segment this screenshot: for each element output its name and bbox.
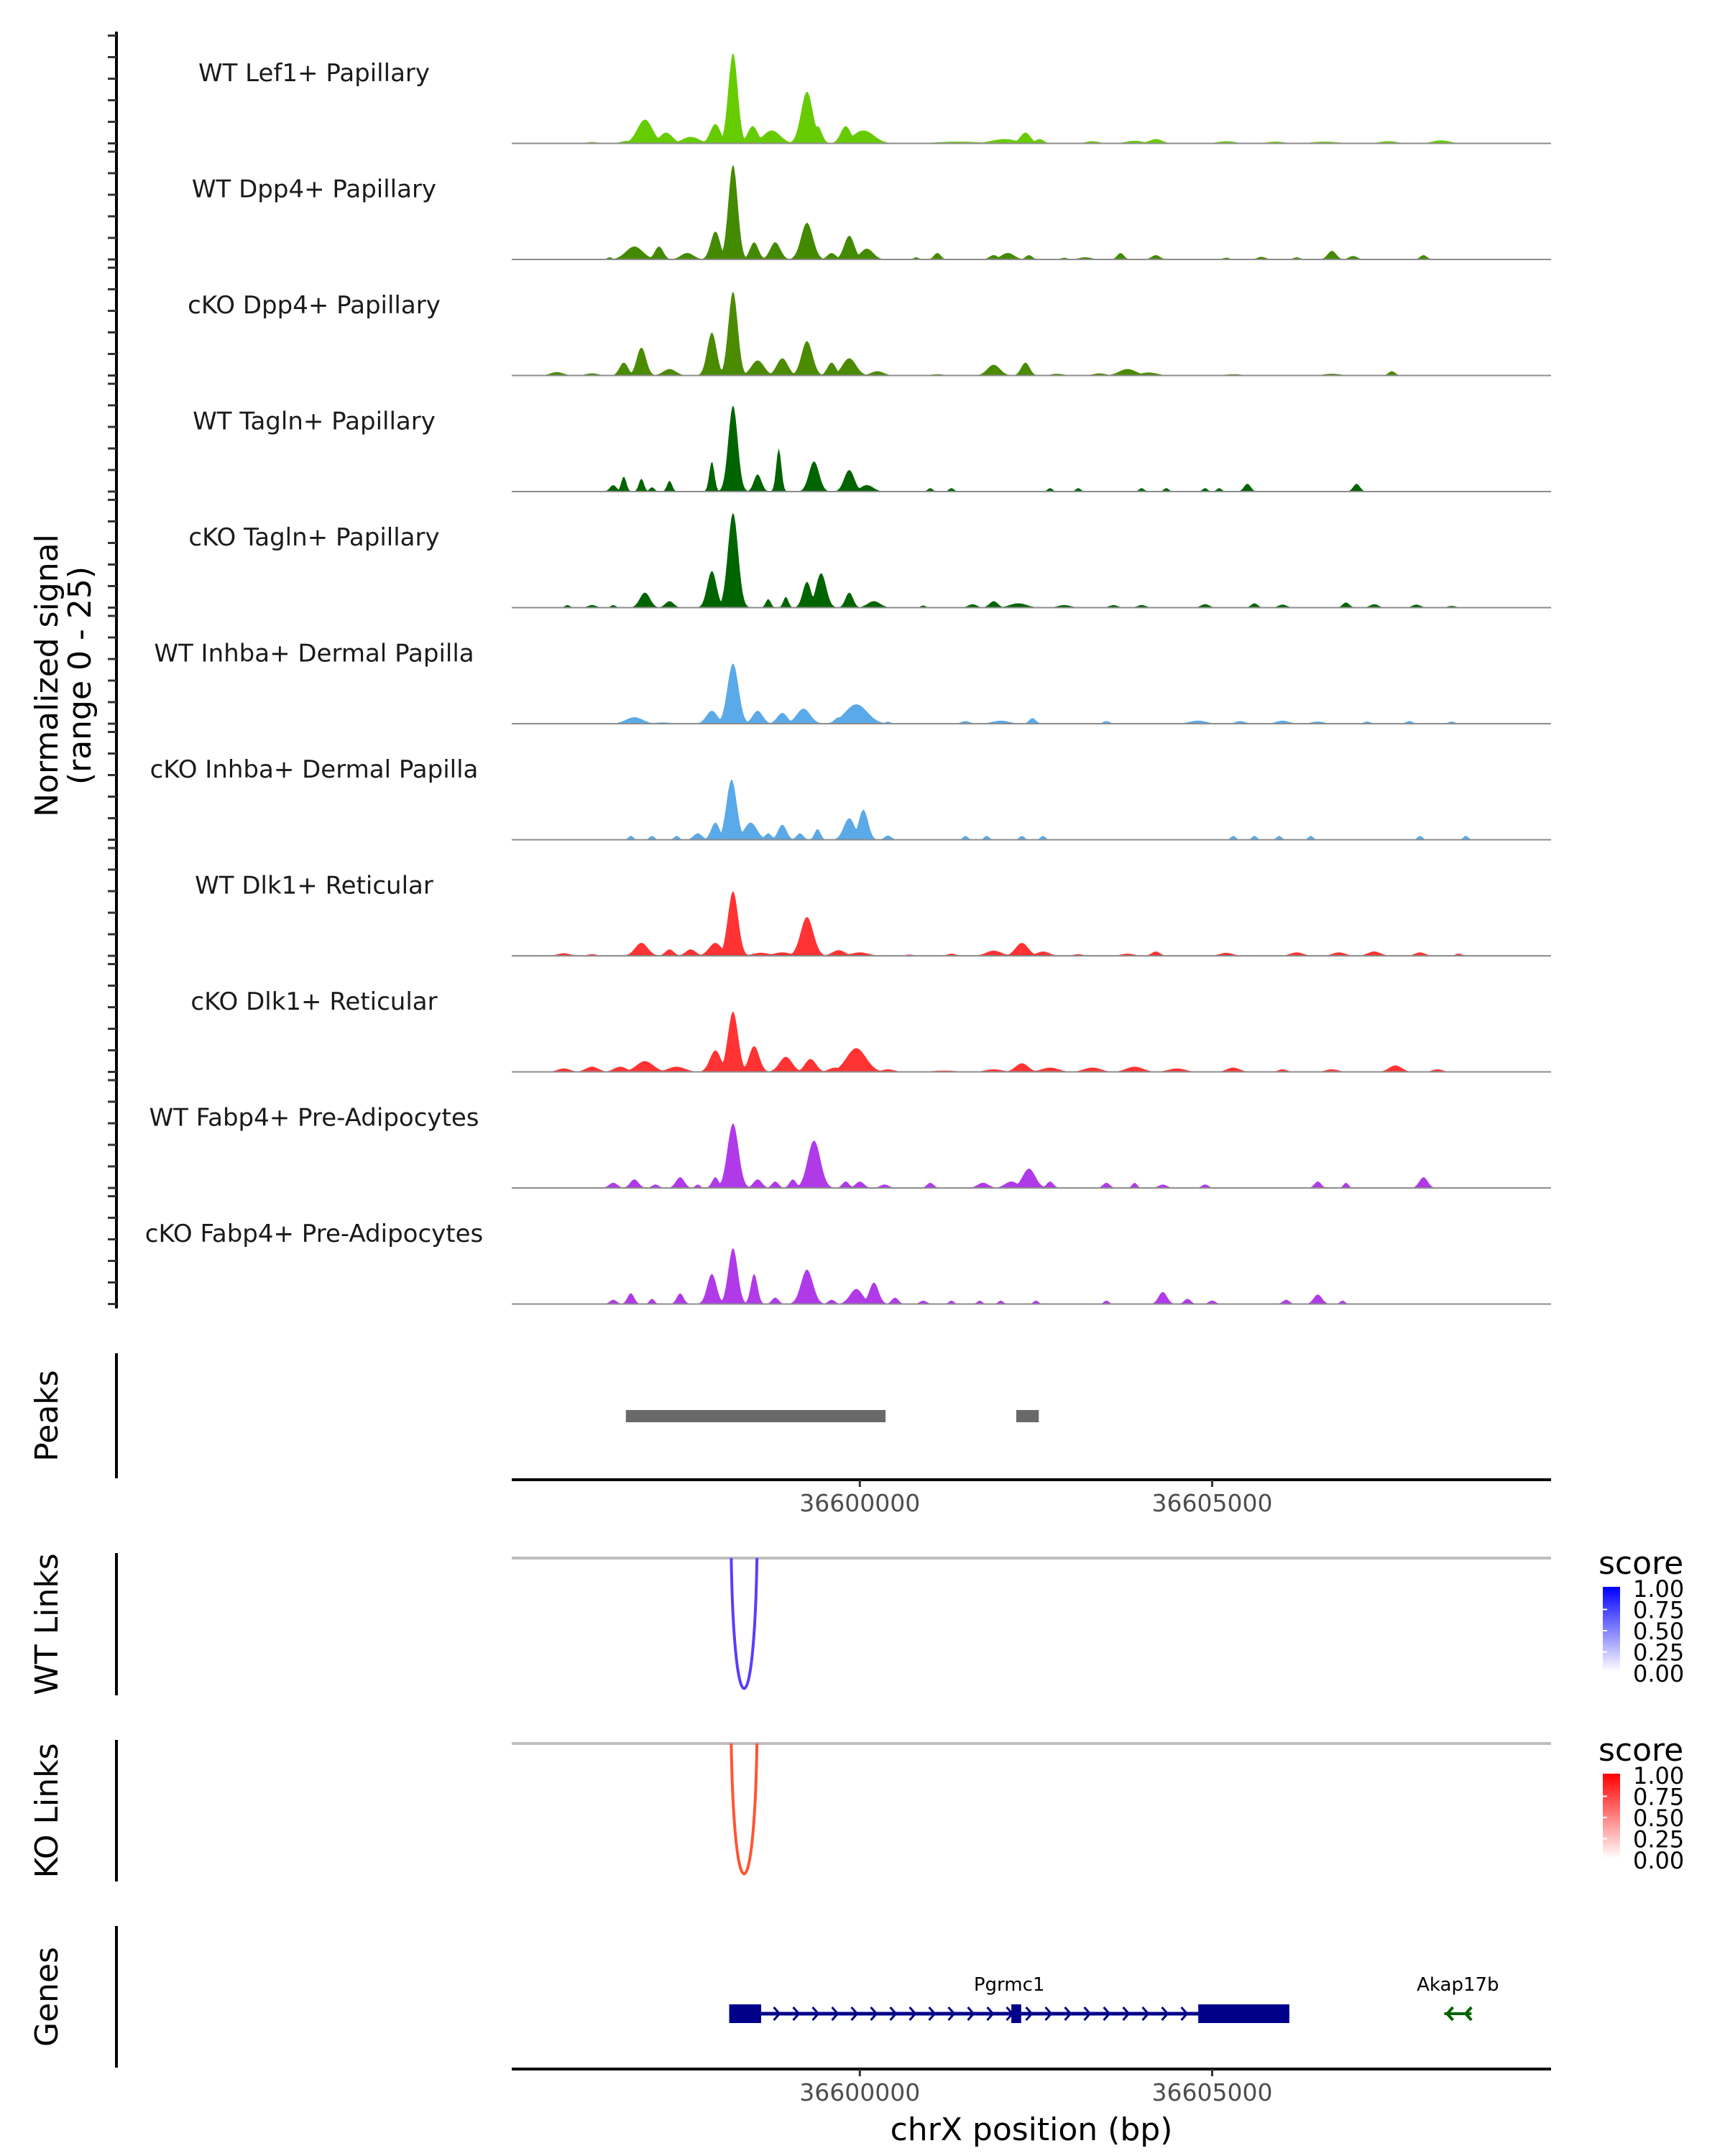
coverage-track: cKO Dpp4+ Papillary (188, 291, 1551, 377)
gene-label: Akap17b (1417, 1974, 1499, 1996)
coverage-area (512, 663, 1551, 724)
track-label: WT Dpp4+ Papillary (192, 175, 436, 203)
strand-arrow-icon (928, 2007, 937, 2021)
x-tick-label: 36605000 (1151, 2078, 1272, 2106)
track-label: WT Tagln+ Papillary (193, 407, 436, 436)
coverage-area (512, 1248, 1551, 1304)
legend-tick-label: 1.00 (1633, 1762, 1684, 1789)
legend-tick-label: 1.00 (1633, 1575, 1684, 1603)
strand-arrow-icon (1064, 2007, 1072, 2021)
coverage-track: WT Fabp4+ Pre-Adipocytes (150, 1103, 1551, 1189)
track-label: WT Fabp4+ Pre-Adipocytes (150, 1103, 479, 1132)
coverage-area (512, 53, 1551, 144)
coverage-area (512, 512, 1551, 608)
coverage-track: WT Dlk1+ Reticular (195, 871, 1551, 957)
y-axis-title-line1: Normalized signal (29, 534, 65, 817)
strand-arrow-icon (1044, 2007, 1053, 2021)
x-axis-title: chrX position (bp) (891, 2111, 1173, 2148)
strand-arrow-icon (1463, 2006, 1473, 2022)
strand-arrow-icon (831, 2007, 840, 2021)
legend-tick-label: 0.50 (1633, 1805, 1684, 1832)
legend-tick-label: 0.00 (1633, 1847, 1684, 1874)
coverage-area (512, 1011, 1551, 1072)
track-label: cKO Inhba+ Dermal Papilla (150, 755, 479, 784)
legend-tick-label: 0.25 (1633, 1639, 1684, 1667)
x-tick-label: 36600000 (799, 2078, 920, 2106)
gene-label: Pgrmc1 (974, 1974, 1045, 1996)
strand-arrow-icon (773, 2007, 781, 2021)
legend-tick-label: 0.50 (1633, 1618, 1684, 1645)
link-arc (730, 1557, 759, 1690)
strand-arrow-icon (1103, 2007, 1111, 2021)
track-label: cKO Fabp4+ Pre-Adipocytes (145, 1220, 484, 1248)
track-label: cKO Dlk1+ Reticular (190, 987, 437, 1016)
strand-arrow-icon (1180, 2007, 1189, 2021)
strand-arrow-icon (967, 2007, 975, 2021)
peaks-label: Peaks (29, 1370, 65, 1461)
legend-title: score (1598, 1732, 1683, 1769)
links-label: WT Links (29, 1553, 65, 1695)
strand-arrow-icon (1161, 2007, 1169, 2021)
legend-tick-label: 0.75 (1633, 1784, 1684, 1811)
coverage-track: cKO Fabp4+ Pre-Adipocytes (145, 1220, 1551, 1305)
coverage-track: WT Tagln+ Papillary (193, 405, 1551, 492)
coverage-y-axis (108, 32, 118, 1309)
strand-arrow-icon (1141, 2007, 1150, 2021)
legend-tick-label: 0.00 (1633, 1660, 1684, 1687)
coverage-area (512, 405, 1551, 492)
track-label: cKO Tagln+ Papillary (188, 523, 439, 552)
coverage-area (512, 165, 1551, 259)
gene: Akap17b (1417, 1974, 1499, 2022)
strand-arrow-icon (947, 2007, 956, 2021)
coverage-track: cKO Tagln+ Papillary (188, 512, 1551, 609)
legend-tick-label: 0.75 (1633, 1597, 1684, 1624)
gene-exon (1198, 2004, 1289, 2023)
legend-colorbar (1603, 1774, 1620, 1858)
strand-arrow-icon (1445, 2006, 1454, 2022)
link-arc (730, 1743, 759, 1876)
strand-arrow-icon (1122, 2007, 1131, 2021)
peak-region (1016, 1410, 1039, 1422)
strand-arrow-icon (870, 2007, 878, 2021)
coverage-tracks: WT Lef1+ Papillary WT Dpp4+ Papillary cKO … (145, 53, 1551, 1305)
legend-tick-label: 0.25 (1633, 1826, 1684, 1853)
coverage-area (512, 779, 1551, 840)
x-tick-label: 36600000 (799, 1489, 920, 1517)
coverage-track: WT Lef1+ Papillary (198, 53, 1551, 144)
strand-arrow-icon (889, 2007, 898, 2021)
coverage-track: cKO Inhba+ Dermal Papilla (150, 755, 1551, 841)
strand-arrow-icon (1083, 2007, 1092, 2021)
gene-exon (1011, 2004, 1021, 2023)
legend-colorbar (1603, 1587, 1620, 1672)
coverage-track: WT Inhba+ Dermal Papilla (154, 639, 1551, 724)
links-tracks: WT Links KO Links (29, 1553, 1551, 1881)
strand-arrow-icon (811, 2007, 820, 2021)
track-label: WT Lef1+ Papillary (198, 59, 430, 88)
peak-region (625, 1410, 886, 1422)
track-label: WT Inhba+ Dermal Papilla (154, 639, 474, 668)
track-label: cKO Dpp4+ Papillary (188, 291, 441, 320)
coverage-area (512, 291, 1551, 376)
legend-title: score (1598, 1545, 1683, 1582)
track-label: WT Dlk1+ Reticular (195, 871, 433, 900)
strand-arrow-icon (850, 2007, 859, 2021)
coverage-area (512, 1123, 1551, 1188)
strand-arrow-icon (986, 2007, 995, 2021)
genes-label: Genes (29, 1947, 65, 2047)
coverage-track: WT Dpp4+ Papillary (192, 165, 1551, 260)
strand-arrow-icon (908, 2007, 917, 2021)
score-legends: score1.000.750.500.250.00score1.000.750.… (1598, 1545, 1684, 1874)
gene: Pgrmc1 (729, 1974, 1289, 2023)
y-axis-title-line2: (range 0 - 25) (62, 566, 98, 785)
strand-arrow-icon (792, 2007, 801, 2021)
gene-exon (729, 2004, 762, 2023)
coverage-area (512, 891, 1551, 956)
x-tick-label: 36605000 (1151, 1489, 1272, 1517)
peaks-track: Peaks 36600000 36605000 (29, 1353, 1551, 1517)
coverage-track: cKO Dlk1+ Reticular (190, 987, 1551, 1073)
genes-track: Genes Pgrmc1 Akap17b 36600000 36605000 (29, 1926, 1551, 2106)
strand-arrow-icon (1025, 2007, 1034, 2021)
links-label: KO Links (29, 1743, 65, 1878)
